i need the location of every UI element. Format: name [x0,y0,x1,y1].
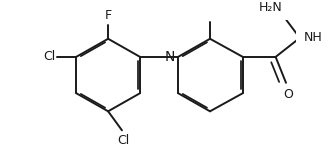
Text: NH: NH [303,31,322,44]
Text: F: F [105,9,112,22]
Text: O: O [284,88,294,101]
Text: Cl: Cl [43,50,56,63]
Text: Cl: Cl [118,134,130,147]
Text: H₂N: H₂N [259,1,283,14]
Text: N: N [165,50,175,64]
